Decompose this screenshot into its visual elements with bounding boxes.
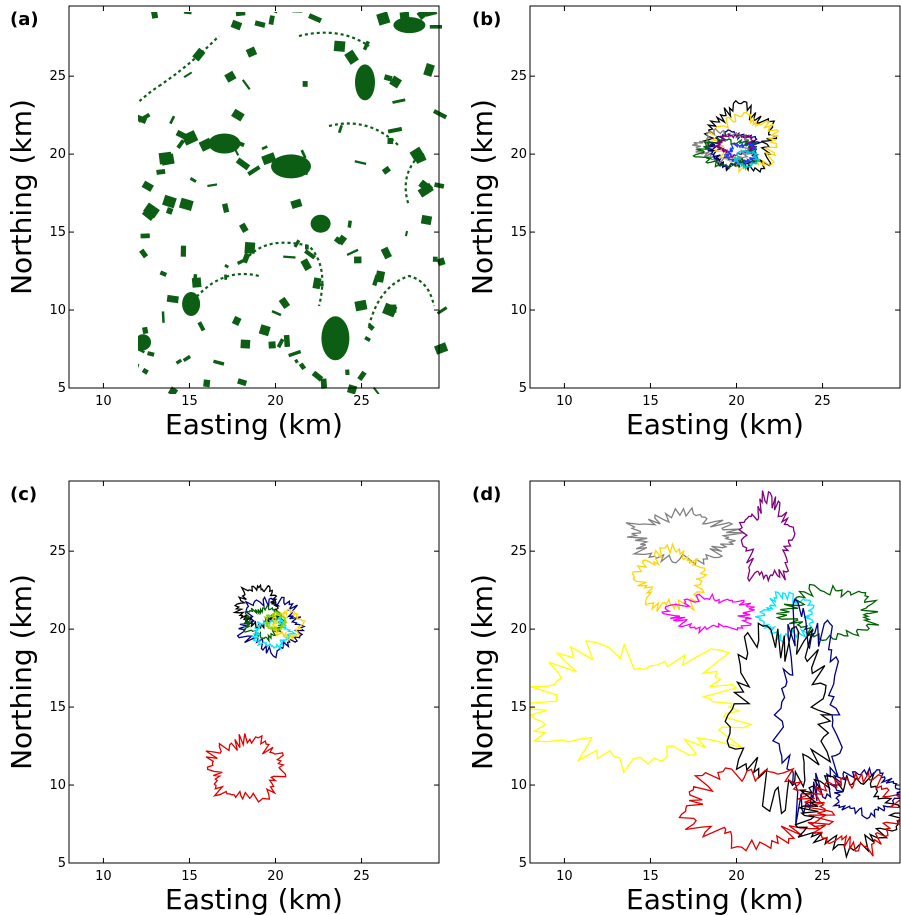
y-tick-label: 20 [49,622,66,637]
y-tick-label: 10 [510,303,527,318]
x-axis-label: Easting (km) [626,408,804,441]
range-contours [205,583,307,803]
x-tick-label: 25 [353,869,370,884]
y-axis-label: Northing (km) [5,99,38,295]
y-tick-label: 25 [510,69,527,84]
habitat-map [138,12,449,394]
contour-8 [733,148,761,171]
x-tick-label: 20 [267,394,284,409]
y-tick-label: 10 [510,778,527,793]
x-tick-label: 15 [181,869,198,884]
range-contours [530,490,900,860]
panel-1: 10 15 20 25 5 10 15 20 25 Easting (km) Northing (k… [5,5,449,441]
contour-13 [810,770,900,857]
x-tick-label: 25 [814,869,831,884]
x-axis-label: Easting (km) [165,883,343,915]
x-tick-label: 25 [353,394,370,409]
y-tick-label: 15 [510,225,527,240]
contour-10 [678,767,836,852]
panel-label: (d) [472,484,501,505]
range-contours [691,99,780,174]
x-tick-label: 10 [95,869,112,884]
panel-2: 10 15 20 25 5 10 15 20 25 Easting (km) Northing (k… [466,5,901,441]
x-axis-label: Easting (km) [626,883,804,915]
contour-6 [775,583,880,642]
y-axis-label: Northing (km) [466,574,499,770]
y-tick-label: 15 [510,700,527,715]
x-tick-label: 20 [267,869,284,884]
y-tick-label: 10 [49,778,66,793]
y-tick-label: 20 [510,622,527,637]
contour-11 [794,771,900,860]
y-tick-label: 25 [49,544,66,559]
contour-1 [625,506,745,566]
contour-7 [205,733,287,803]
panel-label: (c) [10,484,37,505]
x-tick-label: 10 [95,394,112,409]
y-tick-label: 25 [49,69,66,84]
contour-1 [701,99,778,174]
contour-3 [242,605,286,643]
panel-3: 10 15 20 25 5 10 15 20 25 Easting (km) Northing (k… [5,480,448,915]
contour-9 [724,622,832,815]
y-tick-label: 5 [519,381,527,396]
axes-frame [68,5,440,389]
contour-5 [755,591,815,643]
x-tick-label: 10 [556,394,573,409]
contour-8 [530,639,753,774]
contour-5 [692,135,760,170]
habitat-map [533,7,901,396]
x-tick-label: 25 [814,394,831,409]
x-tick-label: 10 [556,869,573,884]
contour-5 [271,608,307,641]
contour-12 [828,766,900,820]
y-tick-label: 15 [49,700,66,715]
panel-label: (a) [10,9,39,30]
y-tick-label: 5 [519,856,527,871]
x-tick-label: 15 [642,394,659,409]
y-tick-label: 20 [510,147,527,162]
y-axis-label: Northing (km) [5,574,38,770]
y-tick-label: 5 [58,381,66,396]
contour-7 [723,141,760,169]
y-tick-label: 25 [510,544,527,559]
x-tick-label: 15 [181,394,198,409]
contour-6 [263,610,289,632]
y-tick-label: 10 [49,303,66,318]
x-axis-label: Easting (km) [165,408,343,441]
x-tick-label: 15 [642,869,659,884]
contour-4 [250,617,298,651]
y-tick-label: 15 [49,225,66,240]
x-tick-label: 20 [728,869,745,884]
y-tick-label: 20 [49,147,66,162]
axes-frame [68,480,440,864]
habitat-map [72,482,448,871]
contour-4 [661,592,755,635]
panel-4: 10 15 20 25 5 10 15 20 25 Easting (km) Northing (k… [466,480,901,915]
axes-frame [529,480,901,864]
x-tick-label: 20 [728,394,745,409]
axes-frame [529,5,901,389]
y-tick-label: 5 [58,856,66,871]
contour-2 [737,490,796,583]
y-axis-label: Northing (km) [466,99,499,295]
panel-label: (b) [472,9,501,30]
